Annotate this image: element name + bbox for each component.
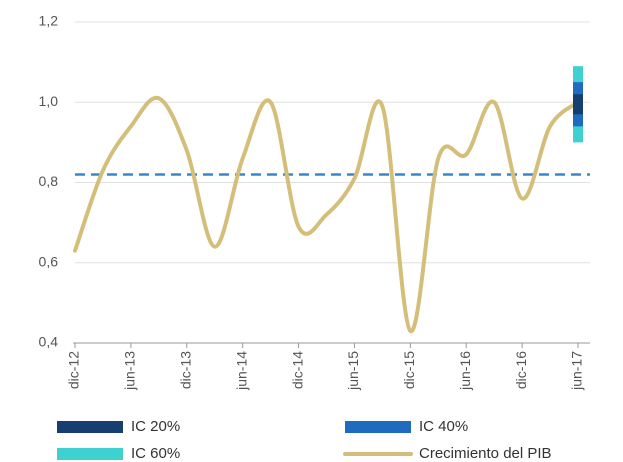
gdp-line [73, 95, 580, 333]
legend-swatch [345, 421, 411, 433]
x-tick-label: dic-13 [177, 351, 193, 389]
x-tick-label: jun-17 [569, 351, 585, 391]
y-tick-label: 0,4 [39, 334, 59, 350]
x-tick-label: jun-16 [457, 351, 473, 391]
legend-swatch [57, 421, 123, 433]
x-tick-label: dic-12 [66, 351, 82, 389]
x-tick-label: jun-14 [233, 351, 249, 391]
legend-label: IC 40% [419, 418, 468, 435]
x-tick-label: dic-16 [513, 351, 529, 389]
legend-label: Crecimiento del PIB [419, 445, 552, 462]
y-tick-label: 0,6 [39, 253, 59, 269]
x-tick-label: jun-13 [122, 351, 138, 391]
legend-label: IC 60% [131, 445, 180, 462]
legend-swatch [57, 448, 123, 460]
y-tick-label: 1,0 [39, 93, 59, 109]
x-tick-label: dic-15 [401, 351, 417, 389]
y-tick-label: 1,2 [39, 13, 59, 29]
x-tick-label: dic-14 [289, 351, 305, 389]
y-tick-label: 0,8 [39, 173, 59, 189]
x-tick-label: jun-15 [345, 351, 361, 391]
interval-band [573, 94, 583, 115]
legend-label: IC 20% [131, 418, 180, 435]
